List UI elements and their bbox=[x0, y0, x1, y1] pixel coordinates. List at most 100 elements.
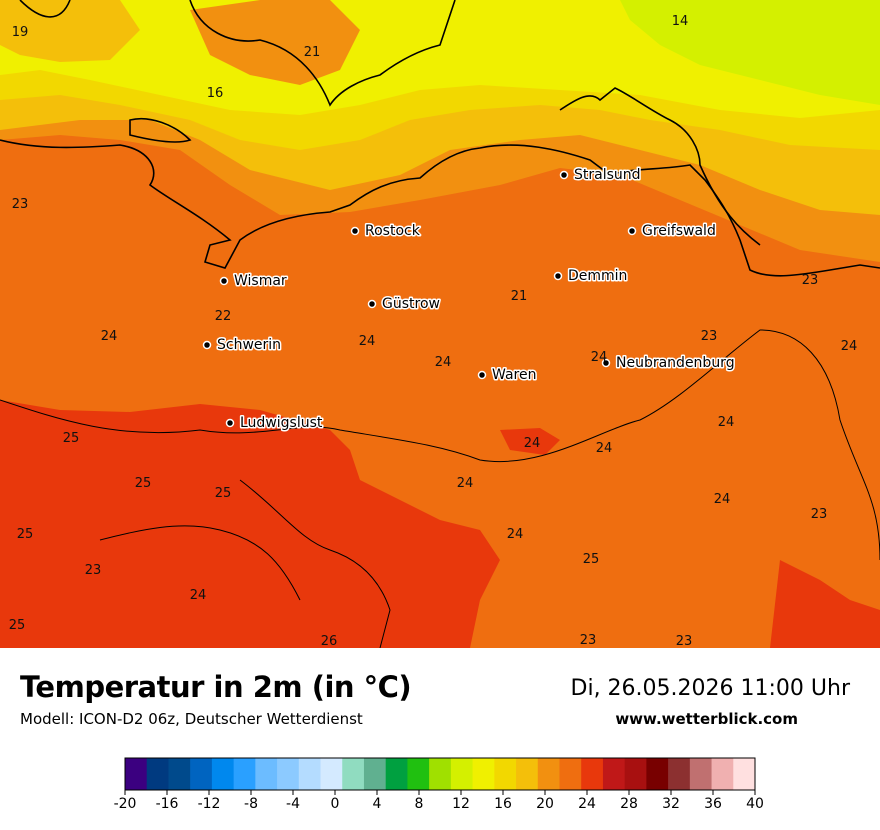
legend-swatch bbox=[494, 758, 517, 790]
state-border bbox=[0, 329, 880, 561]
legend-tick-label: 36 bbox=[704, 796, 722, 812]
temp-value-label: 24 bbox=[524, 436, 541, 451]
legend-swatch bbox=[602, 758, 626, 790]
legend-tick-label: 8 bbox=[415, 796, 424, 812]
temp-value-label: 24 bbox=[841, 339, 858, 354]
district-border bbox=[99, 479, 391, 648]
legend-tick-label: 4 bbox=[373, 796, 382, 812]
legend-swatch bbox=[559, 758, 582, 790]
city-label-schwerin: Schwerin bbox=[217, 337, 281, 353]
zone-14 bbox=[620, 0, 880, 105]
legend-swatch bbox=[624, 758, 647, 790]
temp-value-label: 26 bbox=[321, 634, 338, 648]
legend-tick-label: -20 bbox=[114, 796, 137, 812]
temp-value-label: 23 bbox=[811, 507, 828, 522]
temp-value-label: 16 bbox=[207, 86, 224, 101]
legend-swatch bbox=[168, 758, 191, 790]
temp-value-label: 24 bbox=[591, 350, 608, 365]
map-title: Temperatur in 2m (in °C) bbox=[20, 670, 412, 704]
legend-tick-label: 16 bbox=[494, 796, 512, 812]
temp-value-label: 21 bbox=[511, 289, 528, 304]
city-label-waren: Waren bbox=[492, 367, 536, 383]
city-dot-neubrandenburg bbox=[601, 358, 611, 368]
city-label-wismar: Wismar bbox=[234, 273, 287, 289]
legend-swatch bbox=[668, 758, 691, 790]
footer: Temperatur in 2m (in °C) Modell: ICON-D2… bbox=[0, 648, 880, 830]
zone-26-b bbox=[770, 560, 880, 648]
forecast-datetime: Di, 26.05.2026 11:00 Uhr bbox=[570, 676, 850, 701]
legend-swatch bbox=[646, 758, 669, 790]
legend-swatch bbox=[407, 758, 430, 790]
city-label-rostock: Rostock bbox=[365, 223, 421, 239]
model-subtitle: Modell: ICON-D2 06z, Deutscher Wetterdie… bbox=[20, 710, 363, 728]
temp-value-label: 23 bbox=[701, 329, 718, 344]
legend-frame bbox=[124, 757, 756, 791]
legend-tick-label: -4 bbox=[286, 796, 300, 812]
temp-value-label: 24 bbox=[190, 588, 207, 603]
temp-value-label: 24 bbox=[507, 527, 524, 542]
zone-26 bbox=[0, 400, 500, 648]
temp-value-label: 23 bbox=[802, 273, 819, 288]
legend-swatch bbox=[255, 758, 278, 790]
legend-swatch bbox=[472, 758, 495, 790]
city-dot-schwerin bbox=[202, 340, 212, 350]
legend-tick-label: 28 bbox=[620, 796, 638, 812]
legend-tick-label: -16 bbox=[156, 796, 179, 812]
temp-value-label: 23 bbox=[676, 634, 693, 648]
value-labels: 19 14 21 16 23 23 22 24 21 24 24 24 23 24 25 24 24 24 24 25… bbox=[9, 14, 858, 648]
temp-value-label: 25 bbox=[9, 618, 26, 633]
legend-swatch bbox=[385, 758, 408, 790]
coastline-north bbox=[19, 0, 456, 107]
website-link[interactable]: www.wetterblick.com bbox=[615, 710, 798, 728]
legend-swatch bbox=[733, 758, 756, 790]
legend-swatch bbox=[516, 758, 539, 790]
legend-swatch bbox=[320, 758, 343, 790]
legend-swatch bbox=[125, 758, 148, 790]
city-dot-greifswald bbox=[627, 226, 637, 236]
city-markers: Stralsund Rostock Greifswald Wismar Demmin Gü… bbox=[202, 166, 736, 433]
temp-value-label: 24 bbox=[457, 476, 474, 491]
zone-26-c bbox=[500, 428, 560, 455]
zone-20-b bbox=[0, 0, 140, 62]
legend-swatch bbox=[689, 758, 713, 790]
legend-tick-label: 0 bbox=[331, 796, 340, 812]
temp-value-label: 23 bbox=[85, 563, 102, 578]
legend-tick-label: 40 bbox=[746, 796, 764, 812]
city-dot-stralsund bbox=[559, 170, 569, 180]
temp-value-label: 24 bbox=[435, 355, 452, 370]
city-dot-rostock bbox=[350, 226, 360, 236]
temperature-map: Stralsund Rostock Greifswald Wismar Demmin Gü… bbox=[0, 0, 880, 648]
legend-tick-label: 32 bbox=[662, 796, 680, 812]
city-dot-guestrow bbox=[367, 299, 377, 309]
legend-swatch bbox=[581, 758, 604, 790]
legend-swatch bbox=[190, 758, 213, 790]
temp-value-label: 24 bbox=[714, 492, 731, 507]
city-label-greifswald: Greifswald bbox=[642, 223, 716, 239]
temp-value-label: 24 bbox=[359, 334, 376, 349]
legend-tick-label: -8 bbox=[244, 796, 258, 812]
zone-22-b bbox=[190, 0, 360, 85]
temp-value-label: 14 bbox=[672, 14, 689, 29]
legend-swatch bbox=[450, 758, 474, 790]
coastline-island bbox=[129, 117, 192, 143]
temp-value-label: 24 bbox=[718, 415, 735, 430]
temp-value-label: 23 bbox=[580, 633, 597, 648]
temp-value-label: 25 bbox=[17, 527, 34, 542]
legend-swatch bbox=[711, 758, 734, 790]
coastline-east bbox=[559, 87, 761, 246]
color-legend: -20 -16 -12 -8 -4 0 4 8 12 16 20 24 28 32 36 40 bbox=[114, 757, 764, 812]
legend-swatch bbox=[298, 758, 322, 790]
temp-value-label: 19 bbox=[12, 25, 29, 40]
temp-value-label: 21 bbox=[304, 45, 321, 60]
city-label-neubrandenburg: Neubrandenburg bbox=[616, 355, 735, 371]
legend-swatch bbox=[363, 758, 387, 790]
legend-swatch bbox=[277, 758, 300, 790]
legend-tick-label: -12 bbox=[198, 796, 221, 812]
legend-swatch bbox=[342, 758, 365, 790]
legend-swatch bbox=[233, 758, 256, 790]
legend-swatch bbox=[211, 758, 235, 790]
city-label-ludwigslust: Ludwigslust bbox=[240, 415, 323, 431]
legend-tick-label: 20 bbox=[536, 796, 554, 812]
temp-value-label: 25 bbox=[135, 476, 152, 491]
legend-tick-label: 24 bbox=[578, 796, 596, 812]
